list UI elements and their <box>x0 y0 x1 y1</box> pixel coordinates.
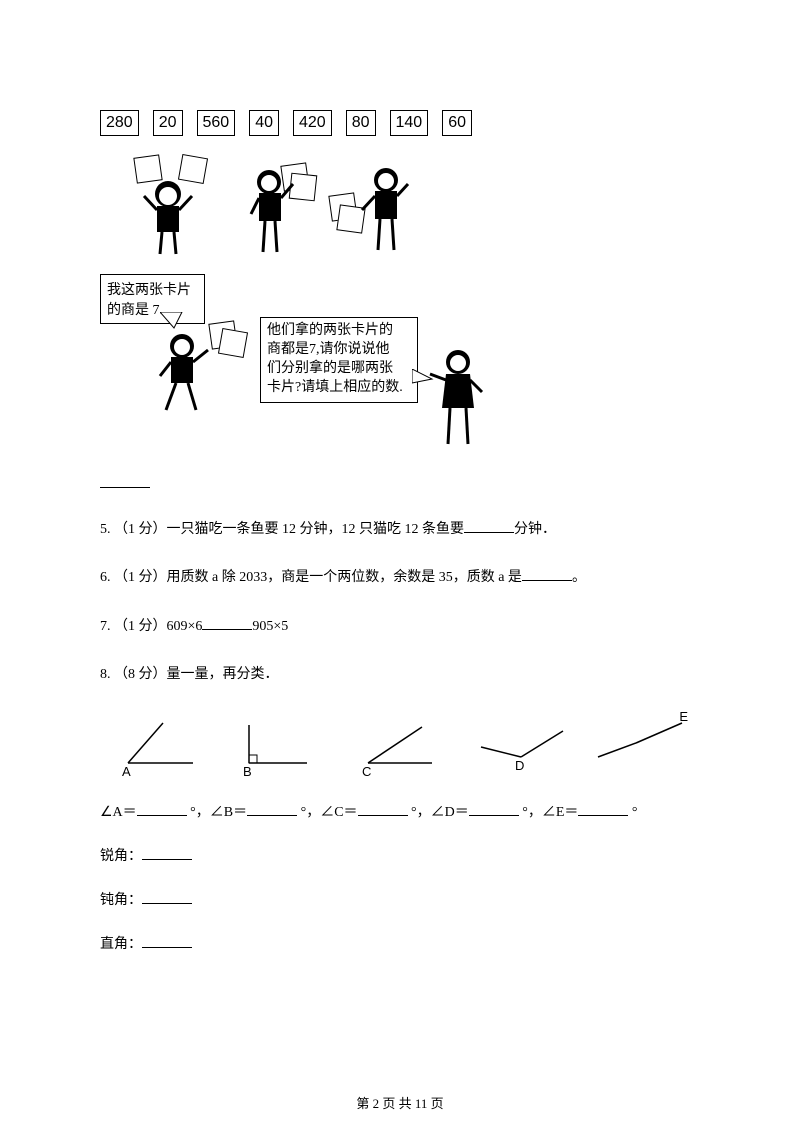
speech-tail-icon <box>160 312 190 330</box>
question-text: 6. （1 分）用质数 a 除 2033，商是一个两位数，余数是 35，质数 a… <box>100 570 522 585</box>
fill-blank[interactable] <box>137 802 187 816</box>
page-footer: 第 2 页 共 11 页 <box>0 1093 800 1112</box>
angle-a: A <box>108 713 208 773</box>
fill-blank[interactable] <box>578 802 628 816</box>
label: °，∠B＝ <box>190 805 247 820</box>
fill-blank[interactable] <box>358 802 408 816</box>
child-icon <box>140 178 196 260</box>
question-text: 5. （1 分）一只猫吃一条鱼要 12 分钟，12 只猫吃 12 条鱼要 <box>100 522 464 537</box>
number-card: 80 <box>346 110 376 136</box>
number-card: 420 <box>293 110 332 136</box>
label: °，∠E＝ <box>522 805 578 820</box>
question-text: 。 <box>572 570 586 585</box>
cartoon-area: 我这两张卡片的商是 7. 他们拿的两张卡片的 商都是7,请你说说他 们分别拿的是… <box>100 144 700 474</box>
angle-label: C <box>362 764 371 779</box>
fill-blank[interactable] <box>464 519 514 533</box>
number-card: 140 <box>390 110 429 136</box>
label: 直角： <box>100 937 142 952</box>
number-card: 60 <box>442 110 472 136</box>
speech-bubble: 他们拿的两张卡片的 商都是7,请你说说他 们分别拿的是哪两张 卡片?请填上相应的… <box>260 317 418 403</box>
angle-b: B <box>229 713 329 773</box>
question-7: 7. （1 分）609×6 905×5 <box>100 616 700 638</box>
label: ° <box>632 805 638 820</box>
number-card: 20 <box>153 110 183 136</box>
fill-blank[interactable] <box>202 616 252 630</box>
angle-e: E <box>592 713 692 773</box>
fill-blank[interactable] <box>469 802 519 816</box>
child-icon <box>150 332 214 420</box>
number-card: 560 <box>197 110 236 136</box>
question-text: 905×5 <box>252 619 288 634</box>
teacher-icon <box>422 348 490 452</box>
speech-text: 商都是7,请你说说他 <box>267 341 411 360</box>
label: °，∠C＝ <box>301 805 358 820</box>
child-icon <box>358 166 414 258</box>
fill-blank[interactable] <box>522 567 572 581</box>
angle-measures-line: ∠A＝ °，∠B＝ °，∠C＝ °，∠D＝ °，∠E＝ ° <box>100 801 700 821</box>
acute-line: 锐角： <box>100 845 700 865</box>
fill-blank[interactable] <box>247 802 297 816</box>
number-card: 40 <box>249 110 279 136</box>
child-icon <box>245 168 301 260</box>
label: 钝角： <box>100 893 142 908</box>
obtuse-line: 钝角： <box>100 889 700 909</box>
speech-text: 他们拿的两张卡片的 <box>267 322 411 341</box>
label: ∠A＝ <box>100 805 137 820</box>
angles-row: A B C D E <box>100 713 700 773</box>
fill-blank[interactable] <box>142 934 192 948</box>
page-number: 第 2 页 共 11 页 <box>356 1096 443 1111</box>
angle-label: E <box>679 709 688 724</box>
question-5: 5. （1 分）一只猫吃一条鱼要 12 分钟，12 只猫吃 12 条鱼要 分钟． <box>100 519 700 541</box>
fill-blank[interactable] <box>142 846 192 860</box>
speech-text: 卡片?请填上相应的数. <box>267 379 411 398</box>
blank-answer-line[interactable] <box>100 474 700 493</box>
question-text: 7. （1 分）609×6 <box>100 619 202 634</box>
angle-c: C <box>350 713 450 773</box>
number-card: 280 <box>100 110 139 136</box>
angle-label: A <box>122 764 131 779</box>
angle-label: D <box>515 758 524 773</box>
question-text: 分钟． <box>514 522 556 537</box>
label: °，∠D＝ <box>411 805 469 820</box>
speech-text: 们分别拿的是哪两张 <box>267 360 411 379</box>
angle-d: D <box>471 713 571 773</box>
question-6: 6. （1 分）用质数 a 除 2033，商是一个两位数，余数是 35，质数 a… <box>100 567 700 589</box>
angle-label: B <box>243 764 252 779</box>
right-line: 直角： <box>100 933 700 953</box>
number-cards-row: 280 20 560 40 420 80 140 60 <box>100 110 700 136</box>
card-icon <box>218 328 248 358</box>
question-text: 8. （8 分）量一量，再分类． <box>100 667 279 682</box>
question-8: 8. （8 分）量一量，再分类． <box>100 664 700 686</box>
fill-blank[interactable] <box>142 890 192 904</box>
label: 锐角： <box>100 849 142 864</box>
